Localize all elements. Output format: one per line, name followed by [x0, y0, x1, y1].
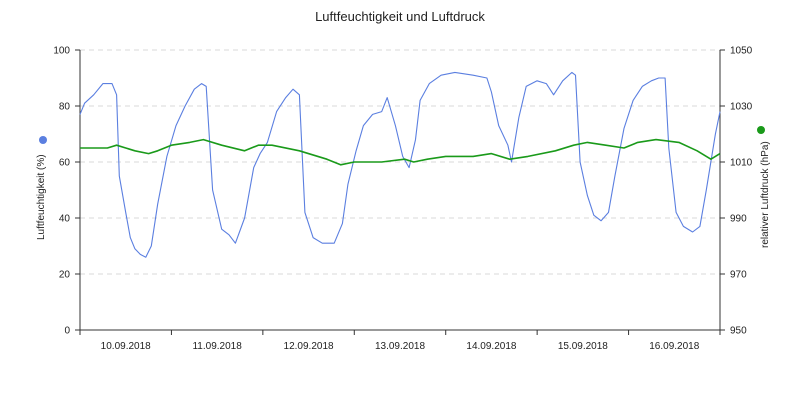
- x-axis-ticks: 10.09.2018 11.09.2018 12.09.2018 13.09.2018…: [79, 330, 721, 352]
- left-axis-label: Luftfeuchtigkeit (%): [36, 154, 47, 240]
- right-tick-label: 1010: [730, 158, 753, 169]
- left-tick-label: 40: [59, 214, 71, 225]
- right-tick-label: 970: [730, 270, 747, 281]
- x-tick-label: 10.09.2018: [101, 341, 151, 352]
- left-tick-label: 80: [59, 102, 71, 113]
- pressure-series-line: [80, 138, 721, 166]
- right-axis-legend-marker: [757, 126, 765, 134]
- x-tick-label: 13.09.2018: [375, 341, 425, 352]
- right-axis-ticks: 950 970 990 1010 1030 1050: [720, 46, 753, 337]
- right-tick-label: 1030: [730, 102, 753, 113]
- right-axis-label: relativer Luftdruck (hPa): [760, 141, 771, 248]
- left-axis-ticks: 0 20 40 60 80 100: [53, 46, 80, 337]
- x-tick-label: 15.09.2018: [558, 341, 608, 352]
- chart-title: Luftfeuchtigkeit und Luftdruck: [315, 9, 485, 24]
- left-tick-label: 0: [64, 326, 70, 337]
- series-layer: [79, 71, 721, 258]
- right-tick-label: 1050: [730, 46, 753, 57]
- left-tick-label: 60: [59, 158, 71, 169]
- x-tick-label: 14.09.2018: [466, 341, 516, 352]
- left-tick-label: 100: [53, 46, 70, 57]
- left-axis-legend-marker: [39, 136, 47, 144]
- grid-lines: [80, 49, 720, 275]
- right-tick-label: 950: [730, 326, 747, 337]
- humidity-series-line: [79, 71, 721, 258]
- left-tick-label: 20: [59, 270, 71, 281]
- x-tick-label: 12.09.2018: [284, 341, 334, 352]
- x-tick-label: 11.09.2018: [192, 341, 242, 352]
- x-tick-label: 16.09.2018: [649, 341, 699, 352]
- right-tick-label: 990: [730, 214, 747, 225]
